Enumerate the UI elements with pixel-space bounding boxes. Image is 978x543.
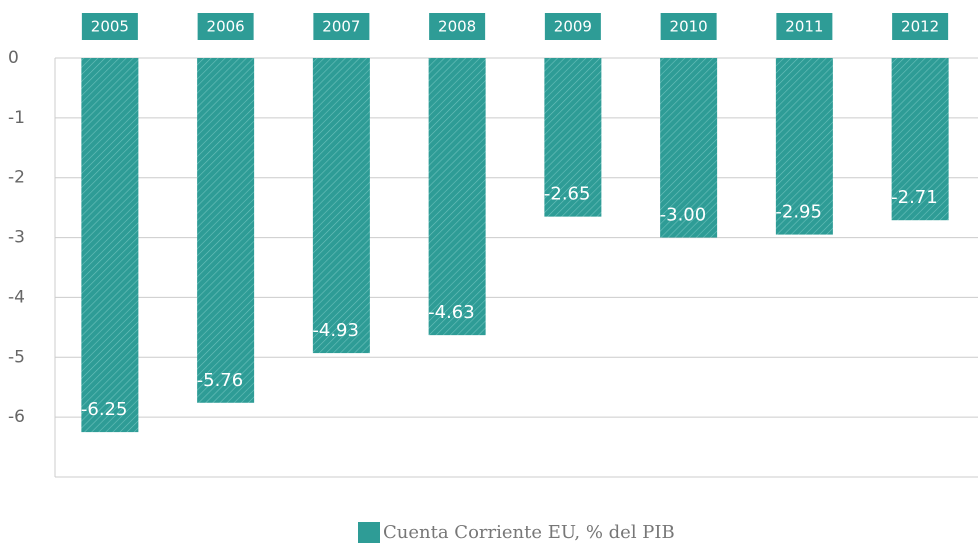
y-tick-label: -6 [8, 407, 25, 427]
bar [81, 58, 139, 433]
bar [660, 58, 718, 238]
bar [312, 58, 370, 354]
x-tick-label: 2012 [901, 18, 939, 36]
data-label: -2.95 [775, 202, 822, 223]
x-tick-label: 2006 [207, 18, 245, 36]
category-box [429, 13, 486, 40]
y-tick-label: 0 [8, 48, 19, 68]
data-label: -6.25 [81, 399, 128, 420]
data-label: -4.93 [312, 320, 359, 341]
x-tick-label: 2007 [322, 18, 360, 36]
category-box [81, 13, 138, 40]
bar [197, 58, 255, 403]
category-box [197, 13, 254, 40]
bar [775, 58, 833, 235]
bar [428, 58, 486, 336]
category-box [313, 13, 370, 40]
y-tick-label: -1 [8, 108, 25, 128]
data-label: -3.00 [660, 205, 707, 226]
category-box [660, 13, 717, 40]
x-tick-label: 2009 [554, 18, 592, 36]
data-label: -2.71 [891, 187, 938, 208]
x-tick-label: 2011 [785, 18, 823, 36]
x-tick-label: 2008 [438, 18, 476, 36]
y-tick-label: -5 [8, 347, 25, 367]
category-box [892, 13, 949, 40]
x-tick-label: 2005 [91, 18, 129, 36]
y-tick-label: -4 [8, 287, 25, 307]
category-box [776, 13, 833, 40]
legend-swatch [358, 522, 380, 543]
category-box [544, 13, 601, 40]
y-tick-label: -2 [8, 168, 25, 188]
x-tick-label: 2010 [670, 18, 708, 36]
data-label: -2.65 [544, 184, 591, 205]
bar [891, 58, 949, 221]
bar [544, 58, 602, 217]
legend-label: Cuenta Corriente EU, % del PIB [383, 522, 675, 543]
data-label: -5.76 [197, 370, 244, 391]
data-label: -4.63 [428, 302, 475, 323]
y-tick-label: -3 [8, 228, 25, 248]
